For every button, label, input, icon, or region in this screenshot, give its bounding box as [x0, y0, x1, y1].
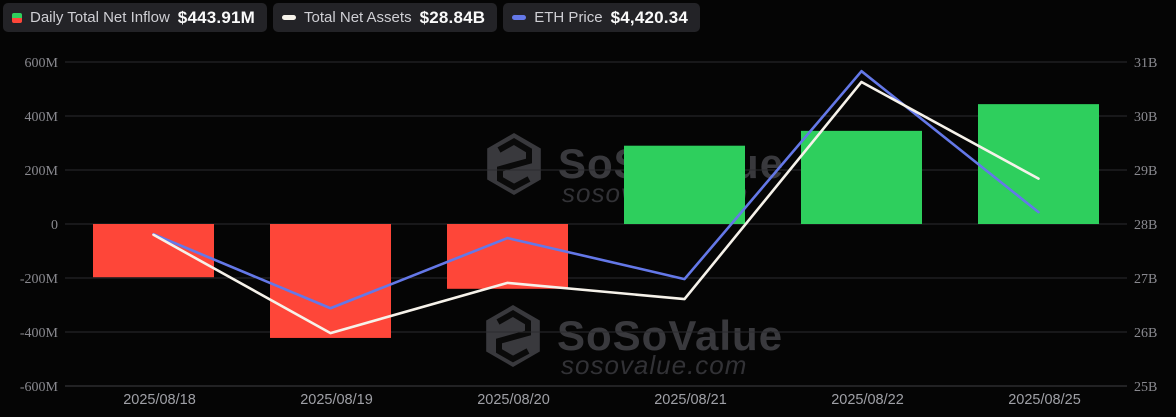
bar-2025/08/21[interactable]: [624, 145, 745, 224]
x-axis-label: 2025/08/21: [654, 392, 727, 408]
right-axis-tick: 26B: [1134, 326, 1157, 341]
white-dash-icon: [282, 15, 297, 20]
right-axis-tick: 27B: [1134, 272, 1157, 287]
left-axis-tick: -600M: [20, 380, 59, 395]
watermark-title: SoSoValue: [557, 312, 783, 359]
right-axis-tick: 25B: [1134, 380, 1157, 395]
x-axis-label: 2025/08/25: [1008, 392, 1081, 408]
legend-item-daily-total-net-inflow[interactable]: Daily Total Net Inflow $443.91M: [3, 3, 268, 32]
x-axis-label: 2025/08/19: [300, 392, 373, 408]
right-axis-tick: 30B: [1134, 110, 1157, 125]
legend-value: $443.91M: [177, 7, 256, 27]
bar-2025/08/22[interactable]: [801, 130, 922, 224]
left-axis-tick: 200M: [25, 164, 59, 179]
right-axis-tick: 31B: [1134, 56, 1157, 71]
eth-price-line: [152, 69, 1040, 310]
bar-2025/08/20[interactable]: [447, 224, 568, 289]
left-axis-tick: 600M: [25, 56, 59, 71]
watermark-url: sosovalue.com: [561, 350, 747, 380]
legend-label: Daily Total Net Inflow: [30, 9, 170, 26]
left-axis-tick: 400M: [25, 110, 59, 125]
legend-value: $28.84B: [419, 7, 486, 27]
sosovalue-logo-icon: [487, 133, 541, 195]
left-axis-tick: -200M: [20, 272, 59, 287]
right-axis-tick: 28B: [1134, 218, 1157, 233]
sosovalue-watermark-lower: SoSoValue sosovalue.com: [486, 305, 783, 380]
left-axis-tick: -400M: [20, 326, 59, 341]
chart-legend: Daily Total Net Inflow $443.91M Total Ne…: [3, 3, 701, 32]
right-axis-tick: 29B: [1134, 164, 1157, 179]
x-axis-label: 2025/08/20: [477, 392, 550, 408]
x-axis-label: 2025/08/18: [123, 392, 196, 408]
legend-label: Total Net Assets: [304, 9, 412, 26]
legend-item-total-net-assets[interactable]: Total Net Assets $28.84B: [273, 3, 498, 32]
legend-item-eth-price[interactable]: ETH Price $4,420.34: [503, 3, 701, 32]
bar-2025/08/25[interactable]: [978, 104, 1099, 224]
x-axis-label: 2025/08/22: [831, 392, 904, 408]
sosovalue-logo-icon: [486, 305, 540, 367]
left-axis-tick: 0: [51, 218, 58, 233]
blue-dash-icon: [512, 15, 527, 20]
legend-label: ETH Price: [534, 9, 603, 26]
legend-value: $4,420.34: [610, 7, 689, 27]
bar-2025/08/19[interactable]: [270, 224, 391, 338]
net-assets-line: [152, 80, 1040, 335]
inflow-split-square-icon: [12, 12, 22, 23]
